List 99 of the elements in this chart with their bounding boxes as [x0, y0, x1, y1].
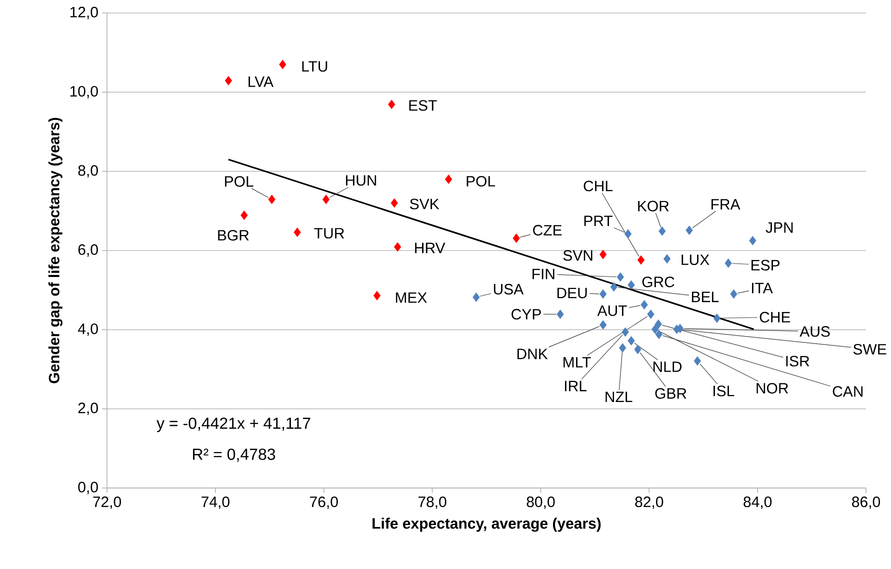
annotation: ISL	[714, 386, 734, 396]
point	[390, 198, 398, 208]
point	[610, 282, 618, 292]
point	[616, 272, 624, 282]
point	[268, 194, 276, 204]
point	[599, 320, 607, 330]
annotation: FRA	[712, 199, 740, 210]
point	[512, 234, 520, 243]
annotation: HUN	[346, 175, 376, 186]
annotation: DEU	[557, 288, 587, 298]
point	[444, 174, 452, 184]
y-tick-label: 12,0	[70, 6, 98, 20]
y-axis-title: Gender gap of life expectancy (years)	[48, 118, 62, 384]
point	[694, 356, 701, 366]
annotation: POL	[466, 176, 496, 187]
annotation: y = -0,4421x + 41,117	[156, 418, 310, 432]
annotation: AUS	[800, 326, 830, 337]
annotation: NOR	[756, 382, 788, 394]
x-tick-label: 76,0	[310, 496, 338, 509]
annotation: GBR	[655, 388, 686, 399]
y-tick-label: 8,0	[78, 165, 98, 178]
annotation: MEX	[396, 292, 427, 303]
point	[654, 319, 662, 329]
annotation: BEL	[692, 292, 719, 302]
annotation: NLD	[653, 362, 682, 372]
annotation: GRC	[642, 276, 674, 288]
x-tick-label: 80,0	[526, 496, 555, 509]
annotation: JPN	[766, 222, 793, 233]
point	[663, 254, 671, 264]
point	[637, 255, 645, 265]
annotation: FIN	[532, 268, 554, 280]
point	[599, 289, 607, 299]
annotation: AUT	[597, 306, 627, 316]
point	[647, 310, 654, 319]
point	[394, 242, 402, 252]
point	[724, 258, 732, 268]
point	[619, 343, 626, 353]
y-tick-label: 4,0	[78, 323, 98, 336]
annotation: LVA	[248, 76, 274, 87]
point	[634, 344, 642, 354]
annotation: ISR	[786, 356, 810, 366]
point	[730, 289, 738, 299]
point	[655, 330, 662, 340]
point	[224, 76, 232, 86]
annotation: LTU	[302, 61, 328, 72]
annotation: SVN	[563, 250, 592, 261]
point	[713, 313, 720, 323]
annotation: CAN	[832, 386, 863, 397]
point	[279, 60, 286, 70]
annotation: PRT	[584, 216, 613, 226]
x-tick-label: 86,0	[852, 496, 880, 509]
annotation: DNK	[517, 348, 548, 360]
point	[472, 292, 480, 302]
point	[294, 228, 301, 237]
annotation: KOR	[638, 200, 669, 212]
point	[628, 280, 635, 290]
annotation: USA	[494, 284, 524, 295]
point	[373, 290, 381, 300]
annotation: NZL	[606, 392, 632, 402]
x-tick-label: 78,0	[418, 496, 446, 509]
annotation: MLT	[564, 357, 591, 368]
x-tick-label: 84,0	[744, 496, 772, 509]
annotation: HRV	[415, 242, 446, 254]
point	[686, 226, 693, 236]
y-tick-label: 2,0	[78, 402, 98, 416]
y-tick-label: 6,0	[78, 244, 98, 257]
point	[624, 229, 632, 239]
annotation: ITA	[752, 282, 773, 294]
annotation: LUX	[682, 254, 710, 266]
annotation: CZE	[533, 224, 562, 236]
point	[749, 236, 756, 246]
x-axis-title: Life expectancy, average (years)	[372, 518, 601, 532]
point	[658, 226, 666, 236]
x-tick-label: 82,0	[635, 496, 664, 509]
point	[556, 310, 564, 319]
annotation: BGR	[218, 230, 249, 241]
annotation: R² = 0,4783	[193, 448, 276, 462]
annotation: POL	[225, 176, 254, 187]
point	[388, 100, 396, 110]
annotation: SVK	[410, 198, 440, 210]
annotation: TUR	[314, 228, 344, 239]
point	[240, 210, 248, 220]
annotation: EST	[409, 100, 437, 111]
annotation: SWE	[853, 344, 886, 355]
point	[322, 194, 330, 204]
x-tick-label: 72,0	[93, 496, 121, 509]
point	[640, 300, 648, 310]
y-tick-label: 10,0	[70, 86, 98, 98]
annotation: CYP	[512, 308, 541, 320]
point	[652, 324, 659, 334]
point	[599, 250, 607, 260]
point	[628, 336, 635, 346]
annotation: CHL	[584, 180, 613, 192]
annotation: ESP	[752, 260, 780, 270]
point	[622, 327, 629, 337]
y-tick-label: 0,0	[78, 482, 98, 494]
annotation: CHE	[760, 312, 790, 322]
x-tick-label: 74,0	[202, 496, 230, 509]
annotation: IRL	[565, 380, 586, 392]
